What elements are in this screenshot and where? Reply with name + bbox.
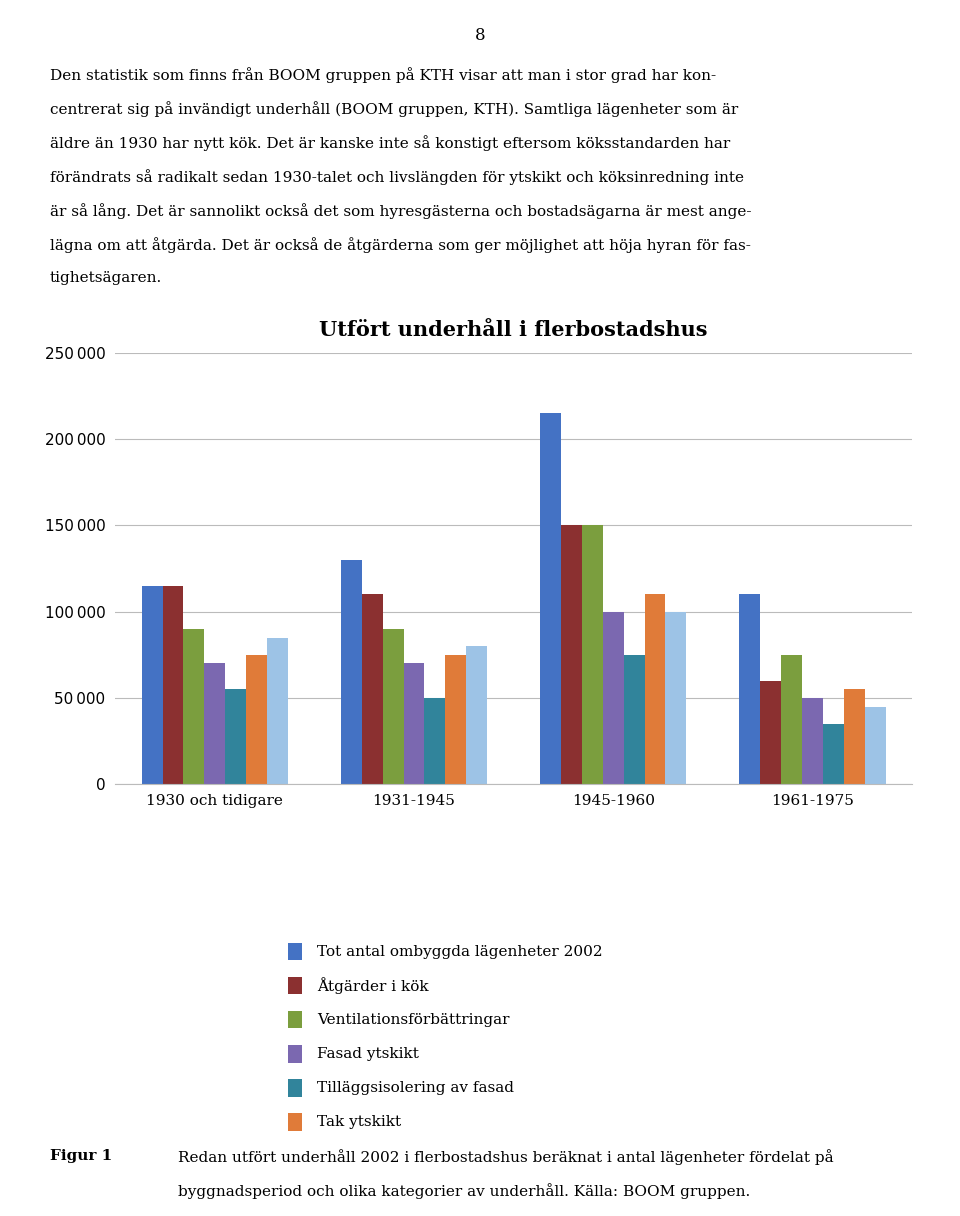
Text: byggnadsperiod och olika kategorier av underhåll. Källa: BOOM gruppen.: byggnadsperiod och olika kategorier av u…: [178, 1183, 750, 1199]
Text: Den statistik som finns från BOOM gruppen på KTH visar att man i stor grad har k: Den statistik som finns från BOOM gruppe…: [50, 67, 716, 83]
Bar: [267, 637, 288, 784]
Text: Tak ytskikt: Tak ytskikt: [317, 1115, 401, 1128]
Bar: [865, 706, 886, 784]
Bar: [644, 595, 665, 784]
Bar: [403, 664, 424, 784]
Bar: [582, 525, 603, 784]
Bar: [226, 689, 246, 784]
Text: Fasad ytskikt: Fasad ytskikt: [317, 1047, 419, 1060]
Text: Redan utfört underhåll 2002 i flerbostadshus beräknat i antal lägenheter fördela: Redan utfört underhåll 2002 i flerbostad…: [178, 1149, 833, 1165]
Bar: [781, 654, 802, 784]
Text: Tilläggsisolering av fasad: Tilläggsisolering av fasad: [317, 1081, 514, 1094]
Bar: [760, 681, 781, 784]
Text: 8: 8: [474, 27, 486, 44]
Bar: [561, 525, 582, 784]
Bar: [624, 654, 644, 784]
Bar: [540, 413, 561, 784]
Bar: [204, 664, 226, 784]
Bar: [445, 654, 467, 784]
Bar: [362, 595, 383, 784]
Bar: [467, 646, 488, 784]
Text: är så lång. Det är sannolikt också det som hyresgästerna och bostadsägarna är me: är så lång. Det är sannolikt också det s…: [50, 203, 752, 219]
Text: Åtgärder i kök: Åtgärder i kök: [317, 978, 428, 995]
Text: tighetsägaren.: tighetsägaren.: [50, 271, 162, 286]
Bar: [162, 586, 183, 784]
Bar: [603, 612, 624, 784]
Bar: [823, 724, 844, 784]
Bar: [844, 689, 865, 784]
Bar: [802, 698, 823, 784]
Text: lägna om att åtgärda. Det är också de åtgärderna som ger möjlighet att höja hyra: lägna om att åtgärda. Det är också de åt…: [50, 237, 751, 253]
Text: centrerat sig på invändigt underhåll (BOOM gruppen, KTH). Samtliga lägenheter so: centrerat sig på invändigt underhåll (BO…: [50, 101, 738, 117]
Text: Tot antal ombyggda lägenheter 2002: Tot antal ombyggda lägenheter 2002: [317, 945, 603, 958]
Bar: [665, 612, 686, 784]
Title: Utfört underhåll i flerbostadshus: Utfört underhåll i flerbostadshus: [320, 320, 708, 340]
Text: äldre än 1930 har nytt kök. Det är kanske inte så konstigt eftersom köksstandard: äldre än 1930 har nytt kök. Det är kansk…: [50, 135, 731, 151]
Bar: [739, 595, 760, 784]
Bar: [183, 629, 204, 784]
Bar: [341, 559, 362, 784]
Bar: [246, 654, 267, 784]
Text: Ventilationsförbättringar: Ventilationsförbättringar: [317, 1013, 510, 1026]
Bar: [141, 586, 162, 784]
Text: Figur 1: Figur 1: [50, 1149, 112, 1164]
Text: förändrats så radikalt sedan 1930-talet och livslängden för ytskikt och köksinre: förändrats så radikalt sedan 1930-talet …: [50, 169, 744, 185]
Bar: [424, 698, 445, 784]
Bar: [383, 629, 403, 784]
